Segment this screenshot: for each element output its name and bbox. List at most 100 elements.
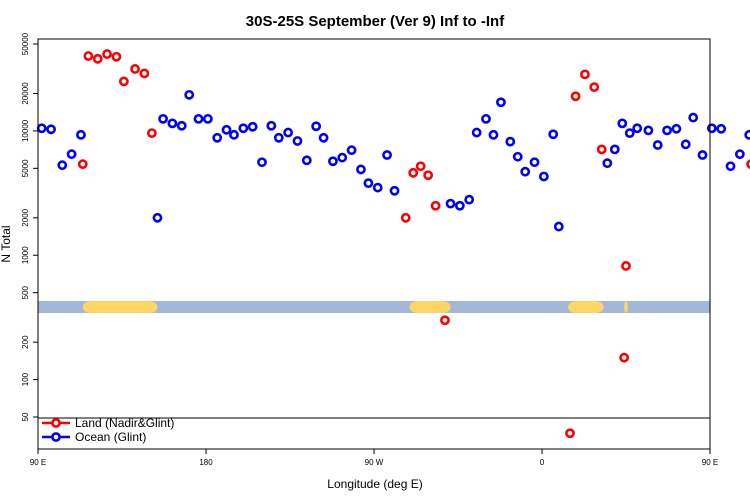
legend-label: Land (Nadir&Glint) bbox=[75, 416, 174, 430]
data-points bbox=[36, 49, 750, 439]
ocean-point bbox=[318, 132, 329, 143]
ocean-point bbox=[716, 123, 727, 134]
ocean-point bbox=[193, 113, 204, 124]
chart-title: 30S-25S September (Ver 9) Inf to -Inf bbox=[246, 13, 505, 30]
ocean-point bbox=[643, 125, 654, 136]
ocean-point bbox=[167, 118, 178, 129]
ocean-point bbox=[671, 123, 682, 134]
ocean-point bbox=[617, 118, 628, 129]
land-point bbox=[746, 159, 750, 169]
ocean-point bbox=[66, 149, 77, 160]
land-point bbox=[621, 261, 631, 271]
ocean-point bbox=[158, 113, 168, 124]
legend: Land (Nadir&Glint)Ocean (Glint) bbox=[42, 416, 174, 444]
ocean-point bbox=[46, 124, 56, 135]
ocean-point bbox=[538, 171, 549, 182]
ocean-point bbox=[363, 178, 374, 189]
land-point bbox=[139, 68, 150, 79]
ocean-point bbox=[744, 129, 750, 140]
land-point bbox=[408, 167, 419, 178]
legend-label: Ocean (Glint) bbox=[75, 430, 146, 444]
land-point bbox=[118, 76, 129, 87]
land-point bbox=[92, 53, 103, 64]
ocean-point bbox=[152, 212, 163, 223]
legend-marker bbox=[51, 418, 61, 428]
ocean-point bbox=[57, 160, 68, 171]
ocean-point bbox=[505, 136, 516, 147]
y-axis: 50 100 200 500 1000 2000 5000 10000 20000 50000 bbox=[21, 32, 38, 421]
ocean-point bbox=[520, 166, 531, 177]
ocean-point bbox=[372, 182, 383, 193]
land-point bbox=[423, 170, 434, 181]
ocean-point bbox=[632, 123, 643, 134]
ocean-point bbox=[609, 144, 620, 155]
land-band-segment bbox=[82, 301, 158, 313]
x-tick-label: 90 W bbox=[365, 458, 384, 467]
land-band-segment bbox=[624, 301, 628, 313]
ocean-point bbox=[238, 123, 249, 134]
y-tick-label: 1000 bbox=[21, 246, 30, 264]
ocean-point bbox=[328, 156, 338, 167]
ocean-point bbox=[212, 132, 223, 143]
land-point bbox=[570, 91, 581, 102]
land-band-segment bbox=[409, 301, 451, 313]
y-tick-label: 10000 bbox=[21, 119, 30, 142]
y-tick-label: 50000 bbox=[21, 32, 30, 55]
x-axis: 90 E 180 90 W 0 90 E bbox=[30, 449, 718, 467]
ocean-point bbox=[176, 120, 187, 131]
land-point bbox=[589, 82, 600, 93]
ocean-point bbox=[706, 123, 717, 134]
y-tick-label: 200 bbox=[21, 335, 30, 349]
ocean-point bbox=[624, 128, 635, 139]
land-point bbox=[102, 49, 112, 59]
ocean-point bbox=[652, 140, 663, 150]
ocean-point bbox=[688, 112, 699, 123]
ocean-point bbox=[202, 113, 213, 124]
ocean-point bbox=[548, 129, 559, 140]
land-point bbox=[415, 161, 426, 172]
ocean-point bbox=[697, 150, 708, 160]
land-point bbox=[77, 159, 88, 170]
ocean-point bbox=[36, 123, 47, 134]
y-tick-label: 20000 bbox=[21, 82, 30, 105]
land-point bbox=[580, 69, 590, 80]
ocean-point bbox=[382, 150, 392, 160]
ocean-point bbox=[454, 200, 465, 211]
y-tick-label: 100 bbox=[21, 372, 30, 386]
land-point bbox=[83, 51, 94, 61]
ocean-point bbox=[725, 161, 736, 172]
y-tick-label: 500 bbox=[21, 285, 30, 299]
x-tick-label: 90 E bbox=[30, 458, 46, 467]
y-tick-label: 5000 bbox=[21, 159, 30, 177]
ocean-point bbox=[529, 157, 540, 168]
ocean-point bbox=[221, 124, 232, 135]
ocean-point bbox=[488, 129, 499, 140]
ocean-band bbox=[38, 301, 710, 313]
ocean-point bbox=[602, 158, 613, 169]
ocean-point bbox=[481, 113, 491, 124]
plot-frame bbox=[37, 38, 711, 450]
land-point bbox=[146, 128, 157, 139]
x-tick-label: 180 bbox=[199, 458, 213, 467]
ocean-point bbox=[229, 129, 239, 140]
y-tick-label: 2000 bbox=[21, 208, 30, 226]
ocean-point bbox=[496, 97, 506, 108]
legend-marker bbox=[51, 432, 61, 442]
ocean-point bbox=[356, 164, 366, 175]
land-point bbox=[596, 144, 607, 155]
ocean-point bbox=[247, 121, 258, 132]
ocean-point bbox=[266, 120, 277, 131]
ocean-point bbox=[445, 198, 456, 209]
ocean-point bbox=[337, 152, 348, 163]
land-band-segment bbox=[568, 301, 604, 313]
ocean-point bbox=[464, 194, 475, 205]
ocean-point bbox=[184, 89, 195, 100]
land-point bbox=[619, 352, 630, 363]
ocean-point bbox=[346, 145, 357, 156]
ocean-point bbox=[301, 155, 312, 166]
ocean-point bbox=[311, 121, 322, 132]
ocean-point bbox=[512, 151, 523, 162]
x-tick-label: 0 bbox=[540, 458, 545, 467]
land-point bbox=[440, 315, 450, 326]
